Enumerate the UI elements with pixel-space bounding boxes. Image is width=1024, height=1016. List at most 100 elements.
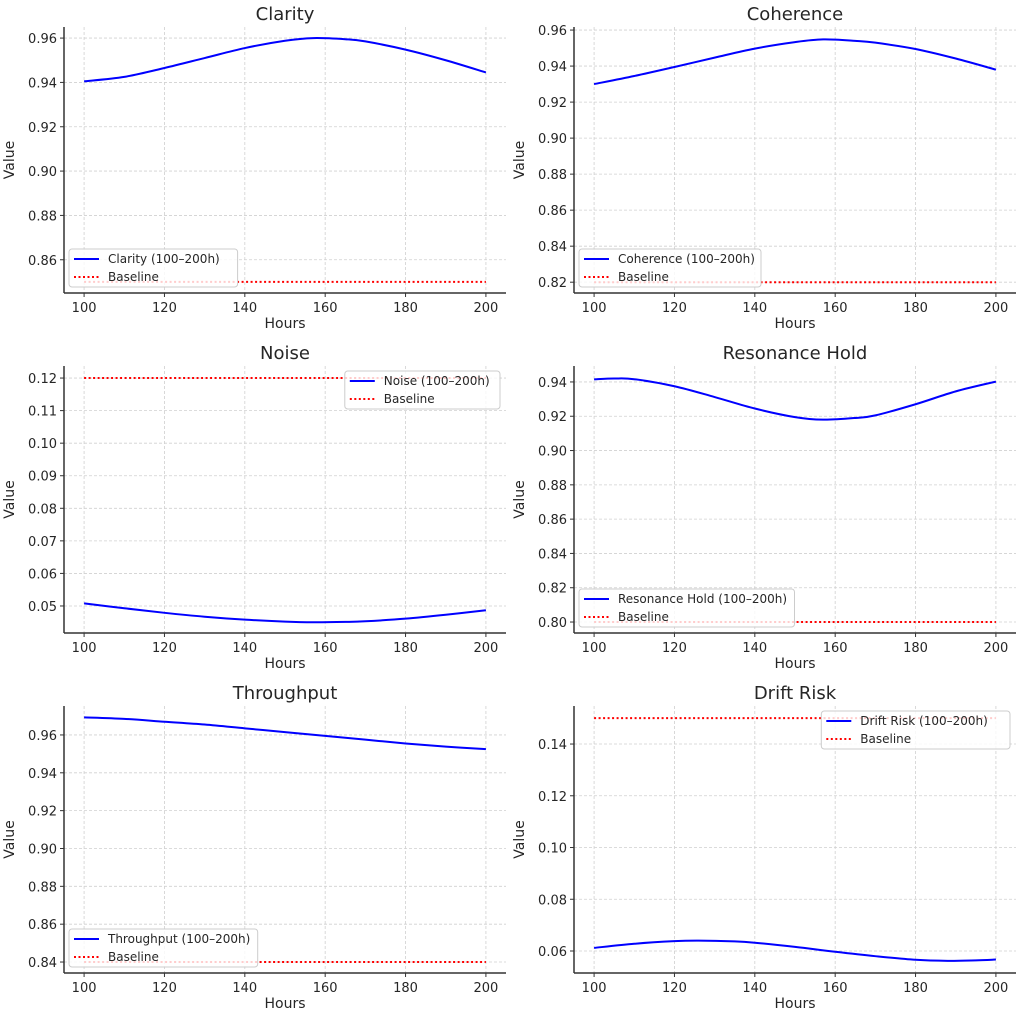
y-axis-label: Value — [512, 141, 528, 179]
y-tick-label: 0.88 — [538, 168, 567, 183]
series-line — [593, 38, 997, 86]
subplot-title: Coherence — [747, 4, 844, 25]
y-tick-label: 0.88 — [28, 209, 57, 224]
x-tick-label: 200 — [473, 301, 498, 316]
y-tick-label: 0.10 — [538, 842, 567, 857]
series-line — [594, 377, 997, 421]
x-tick-label: 200 — [983, 641, 1008, 656]
legend: Throughput (100–200h) Baseline — [68, 928, 259, 968]
x-tick-label: 100 — [582, 981, 607, 996]
subplot-noise: 100 120 140 160 180 200 0.05 0.06 0.07 0.08 0.09 0.… — [2, 343, 506, 672]
y-tick-label: 0.94 — [28, 76, 57, 91]
subplot-coherence: 100 120 140 160 180 200 0.82 0.84 0.86 0.88 0.90 0.… — [512, 4, 1016, 332]
x-tick-label: 120 — [662, 641, 687, 656]
legend: Noise (100–200h) Baseline — [344, 370, 501, 410]
legend: Coherence (100–200h) Baseline — [578, 248, 762, 288]
y-tick-label: 0.08 — [28, 502, 57, 517]
y-tick-label: 0.10 — [28, 437, 57, 452]
legend: Drift Risk (100–200h) Baseline — [820, 710, 1011, 750]
x-tick-label: 140 — [232, 981, 257, 996]
y-tick-label: 0.84 — [28, 956, 57, 971]
subplot-title: Throughput — [232, 683, 338, 704]
x-tick-label: 100 — [582, 301, 607, 316]
legend-box — [68, 248, 239, 288]
legend-label: Noise (100–200h) — [384, 374, 490, 388]
series-line — [84, 716, 486, 751]
subplot-drift-risk: 100 120 140 160 180 200 0.06 0.08 0.10 0.12 0.14 Dr… — [512, 683, 1016, 1012]
x-tick-label: 100 — [72, 641, 97, 656]
x-axis-label: Hours — [774, 316, 815, 332]
y-tick-label: 0.90 — [28, 842, 57, 857]
y-tick-label: 0.82 — [538, 582, 567, 597]
legend-box — [68, 928, 259, 968]
series-line — [83, 602, 487, 624]
y-tick-label: 0.80 — [538, 616, 567, 631]
x-tick-label: 140 — [742, 301, 767, 316]
legend-box — [578, 248, 762, 288]
x-tick-label: 120 — [662, 981, 687, 996]
subplot-title: Drift Risk — [754, 683, 837, 704]
series-line — [83, 37, 487, 83]
x-tick-label: 180 — [903, 301, 928, 316]
y-axis-label: Value — [512, 480, 528, 518]
x-tick-label: 120 — [152, 981, 177, 996]
subplot-throughput: 100 120 140 160 180 200 0.84 0.86 0.88 0.90 0.92 0.… — [2, 683, 506, 1012]
subplot-title: Resonance Hold — [723, 343, 868, 364]
x-tick-label: 100 — [582, 641, 607, 656]
legend-label: Coherence (100–200h) — [618, 252, 755, 266]
legend: Resonance Hold (100–200h) Baseline — [578, 588, 795, 628]
y-axis-label: Value — [2, 820, 18, 858]
y-tick-label: 0.90 — [538, 445, 567, 460]
x-axis-label: Hours — [774, 656, 815, 672]
y-tick-label: 0.86 — [28, 918, 57, 933]
legend-label: Baseline — [618, 270, 669, 284]
y-tick-label: 0.82 — [538, 276, 567, 291]
legend-label: Baseline — [860, 732, 911, 746]
x-tick-label: 120 — [152, 301, 177, 316]
x-tick-label: 160 — [313, 301, 338, 316]
y-tick-label: 0.12 — [538, 790, 567, 805]
x-tick-label: 200 — [473, 981, 498, 996]
y-tick-label: 0.06 — [28, 567, 57, 582]
y-tick-label: 0.96 — [28, 729, 57, 744]
x-tick-label: 180 — [393, 641, 418, 656]
y-tick-label: 0.86 — [28, 254, 57, 269]
y-tick-label: 0.92 — [28, 805, 57, 820]
legend-label: Throughput (100–200h) — [107, 932, 250, 946]
y-tick-label: 0.92 — [538, 96, 567, 111]
x-axis-label: Hours — [264, 996, 305, 1012]
y-tick-label: 0.08 — [538, 893, 567, 908]
x-tick-label: 160 — [313, 981, 338, 996]
x-tick-label: 140 — [742, 641, 767, 656]
x-tick-label: 180 — [903, 641, 928, 656]
legend-label: Clarity (100–200h) — [108, 252, 220, 266]
x-tick-label: 180 — [393, 301, 418, 316]
x-tick-label: 200 — [983, 981, 1008, 996]
x-tick-label: 120 — [152, 641, 177, 656]
x-tick-label: 140 — [232, 641, 257, 656]
y-tick-label: 0.84 — [538, 240, 567, 255]
y-tick-label: 0.12 — [28, 372, 57, 387]
y-tick-label: 0.14 — [538, 738, 567, 753]
x-tick-label: 100 — [72, 301, 97, 316]
legend-box — [578, 588, 795, 628]
y-tick-label: 0.96 — [538, 24, 567, 39]
y-axis-label: Value — [512, 820, 528, 858]
legend-label: Baseline — [618, 610, 669, 624]
x-axis-label: Hours — [774, 996, 815, 1012]
y-tick-label: 0.90 — [538, 132, 567, 147]
x-tick-label: 160 — [313, 641, 338, 656]
legend-label: Resonance Hold (100–200h) — [618, 592, 787, 606]
legend-label: Baseline — [384, 392, 435, 406]
x-tick-label: 180 — [393, 981, 418, 996]
y-tick-label: 0.92 — [538, 410, 567, 425]
legend: Clarity (100–200h) Baseline — [68, 248, 239, 288]
y-tick-label: 0.94 — [538, 60, 567, 75]
y-tick-label: 0.92 — [28, 121, 57, 136]
x-tick-label: 140 — [232, 301, 257, 316]
y-tick-label: 0.84 — [538, 547, 567, 562]
legend-label: Drift Risk (100–200h) — [860, 714, 988, 728]
legend-label: Baseline — [108, 270, 159, 284]
x-axis-label: Hours — [264, 656, 305, 672]
